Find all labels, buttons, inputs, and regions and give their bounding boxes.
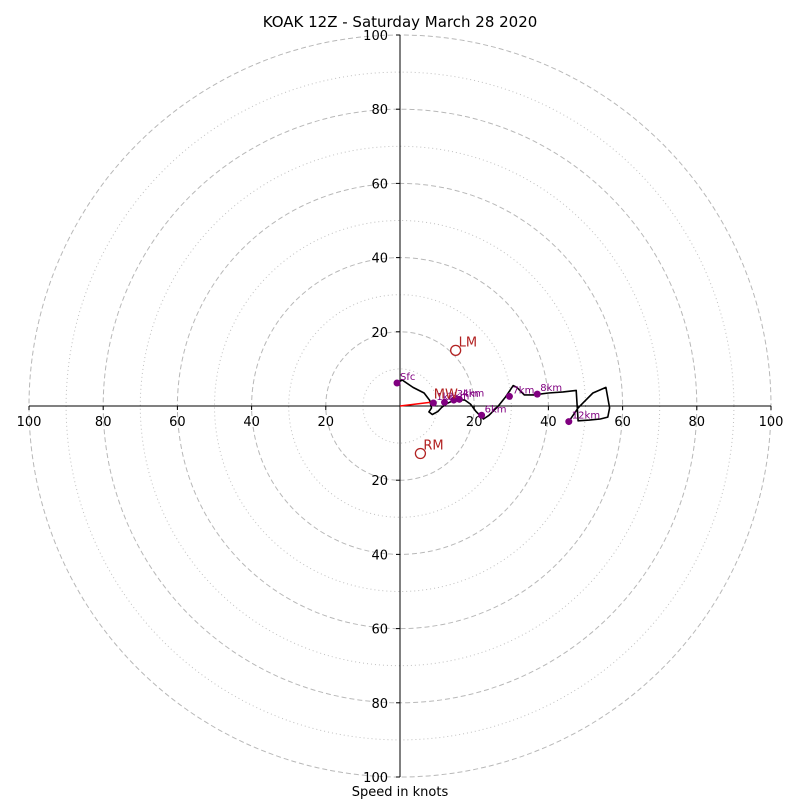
height-marker-label: 7km (512, 385, 534, 396)
x-tick-label: 60 (614, 415, 631, 430)
height-marker-label: 1km (436, 392, 458, 403)
height-marker-label: 4km (462, 388, 484, 399)
height-marker-label: 6km (485, 404, 507, 415)
x-axis-label: Speed in knots (352, 785, 449, 800)
height-marker-3km: 3km (450, 389, 479, 404)
height-marker-dot (533, 390, 541, 398)
x-tick-label: 100 (759, 415, 784, 430)
y-tick-label: 60 (371, 177, 388, 192)
height-marker-dot (478, 411, 486, 419)
x-tick-label: 40 (540, 415, 557, 430)
height-marker-label: Sfc (400, 372, 415, 383)
storm-motion-marker (414, 447, 427, 460)
storm-motion-label: RM (423, 438, 443, 453)
storm-motion-RM: RM (414, 438, 444, 460)
x-tick-label: 80 (689, 415, 706, 430)
y-tick-label: 20 (371, 474, 388, 489)
y-tick-label: 40 (371, 548, 388, 563)
storm-motion-markers: LM RM MW (414, 335, 477, 460)
y-tick-label: 100 (363, 771, 388, 786)
height-marker-dot (455, 395, 463, 403)
height-marker-dot (505, 392, 513, 400)
x-tick-label: 40 (243, 415, 260, 430)
hodograph-trace (396, 379, 611, 423)
height-marker-dot (441, 398, 449, 406)
height-marker-1km: 1km (429, 392, 458, 407)
storm-motion-MW: MW (434, 387, 458, 402)
height-marker-7km: 7km (505, 385, 534, 400)
y-tick-label: 80 (371, 103, 388, 118)
y-tick-label: 60 (371, 623, 388, 638)
y-tick-label: 100 (363, 29, 388, 44)
height-marker-dot (429, 399, 437, 407)
x-tick-label: 20 (318, 415, 335, 430)
mean-wind-vector (399, 401, 431, 407)
tick-labels: 100 80 60 40 20 20 40 60 80 100 100 80 60 40 20 20 40 60 8… (17, 29, 784, 786)
storm-motion-marker (449, 344, 462, 357)
x-tick-label: 80 (95, 415, 112, 430)
storm-motion-label: LM (459, 335, 477, 350)
height-marker-6km: 6km (478, 404, 507, 419)
height-marker-8km: 8km (533, 383, 562, 398)
x-tick-label: 100 (17, 415, 42, 430)
height-marker-label: 8km (540, 383, 562, 394)
y-tick-label: 80 (371, 697, 388, 712)
y-tick-label: 40 (371, 252, 388, 267)
chart-title: KOAK 12Z - Saturday March 28 2020 (263, 13, 538, 31)
height-marker-Sfc: Sfc (393, 372, 415, 387)
x-tick-label: 20 (466, 415, 483, 430)
height-marker-12km: 12km (565, 411, 600, 426)
mean-wind-line (399, 401, 431, 407)
height-marker-4km: 4km (455, 388, 484, 403)
storm-motion-LM: LM (449, 335, 477, 357)
x-tick-label: 60 (169, 415, 186, 430)
storm-motion-label: MW (434, 387, 458, 402)
height-marker-dot (393, 379, 401, 387)
y-tick-label: 20 (371, 326, 388, 341)
height-marker-label: 3km (457, 389, 479, 400)
hodograph-line (396, 379, 611, 423)
height-marker-label: 12km (572, 411, 600, 422)
height-markers: Sfc1km2km3km4km6km7km8km12km (393, 372, 600, 426)
height-marker-dot (565, 418, 573, 426)
height-marker-dot (450, 396, 458, 404)
